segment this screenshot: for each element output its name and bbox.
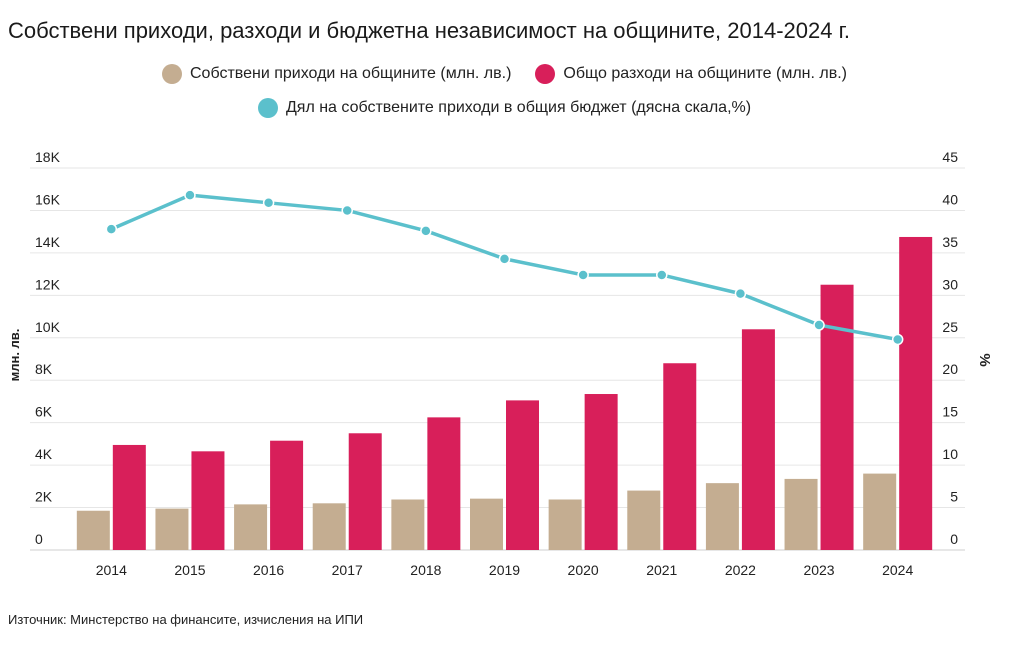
bar-own-revenue <box>548 499 582 550</box>
left-tick-label: 18K <box>35 149 61 165</box>
bar-total-expenditure <box>741 329 775 550</box>
right-tick-label: 5 <box>950 489 958 505</box>
bar-total-expenditure <box>112 444 146 550</box>
bar-own-revenue <box>391 499 425 550</box>
bar-own-revenue <box>155 508 189 550</box>
legend-item-own-revenue[interactable]: Собствени приходи на общините (млн. лв.) <box>162 64 511 84</box>
bar-own-revenue <box>76 510 110 550</box>
left-tick-label: 10K <box>35 319 61 335</box>
share-line <box>110 193 898 342</box>
bar-total-expenditure <box>663 363 697 550</box>
bar-total-expenditure <box>506 400 539 550</box>
x-tick-label: 2021 <box>646 562 677 578</box>
left-tick-label: 16K <box>35 191 61 207</box>
legend-label-own-revenue: Собствени приходи на общините (млн. лв.) <box>190 65 512 82</box>
bar-own-revenue <box>312 503 346 550</box>
bar-own-revenue <box>705 483 739 550</box>
right-tick-label: 10 <box>942 446 958 462</box>
x-tick-label: 2022 <box>725 562 756 578</box>
share-point <box>262 197 275 209</box>
bar-own-revenue <box>470 498 503 550</box>
bar-own-revenue <box>784 478 818 550</box>
left-tick-label: 12K <box>35 276 61 292</box>
share-point <box>891 333 904 346</box>
x-tick-label: 2017 <box>332 562 363 578</box>
right-tick-label: 20 <box>942 361 958 377</box>
x-tick-label: 2014 <box>96 562 127 578</box>
share-point <box>184 189 196 201</box>
share-point <box>656 269 668 281</box>
bar-total-expenditure <box>427 417 461 550</box>
right-tick-label: 40 <box>942 191 958 207</box>
legend-item-share[interactable]: Дял на собствените приходи в общия бюдже… <box>257 98 752 118</box>
legend-swatch-own-revenue <box>162 64 182 84</box>
right-axis-label: % <box>976 353 993 366</box>
share-point <box>577 269 589 281</box>
left-tick-label: 2K <box>35 489 53 505</box>
share-point <box>813 319 825 331</box>
share-point <box>105 223 118 235</box>
legend-label-share: Дял на собствените приходи в общия бюдже… <box>285 99 752 116</box>
x-tick-label: 2015 <box>174 562 205 578</box>
legend-swatch-share <box>257 98 278 118</box>
left-tick-label: 8K <box>35 361 53 377</box>
right-tick-label: 25 <box>942 319 958 335</box>
left-tick-label: 6K <box>35 404 53 420</box>
legend-swatch-total-expenditure <box>535 64 556 84</box>
bars <box>76 236 933 550</box>
right-tick-label: 45 <box>942 149 958 165</box>
chart-canvas: 0 2K 4K 6K 8K 10K 12K 14K 16K 18K 0 5 10 15 20 25 30 35 4… <box>7 149 993 578</box>
x-axis-ticks: 2014 2015 2016 2017 2018 2019 2020 2021 2022 2023… <box>96 562 914 578</box>
source-note: Източник: Минстерство на финансите, изчи… <box>8 612 364 627</box>
x-tick-label: 2020 <box>568 562 599 578</box>
left-tick-label: 0 <box>35 531 43 547</box>
bar-total-expenditure <box>191 451 225 550</box>
legend-second-row: Дял на собствените приходи в общия бюдже… <box>0 98 1009 118</box>
left-tick-label: 14K <box>35 234 61 250</box>
x-tick-label: 2019 <box>489 562 520 578</box>
legend-label-total-expenditure: Общо разходи на общините (млн. лв.) <box>563 65 847 82</box>
bar-own-revenue <box>627 490 661 550</box>
legend-item-total-expenditure[interactable]: Общо разходи на общините (млн. лв.) <box>535 64 847 84</box>
right-tick-label: 35 <box>942 234 958 250</box>
share-point <box>341 204 353 217</box>
bar-own-revenue <box>863 473 897 550</box>
x-tick-label: 2018 <box>410 562 441 578</box>
x-tick-label: 2016 <box>253 562 284 578</box>
bar-own-revenue <box>234 504 268 550</box>
left-axis-ticks: 0 2K 4K 6K 8K 10K 12K 14K 16K 18K <box>35 149 61 547</box>
share-point <box>734 287 747 300</box>
left-tick-label: 4K <box>35 446 53 462</box>
bar-total-expenditure <box>899 236 933 550</box>
legend: Собствени приходи на общините (млн. лв.)… <box>0 64 1009 84</box>
x-tick-label: 2023 <box>803 562 834 578</box>
right-tick-label: 15 <box>942 404 958 420</box>
share-line-group <box>105 189 904 346</box>
left-axis-label: млн. лв. <box>7 329 22 382</box>
share-point <box>420 225 432 237</box>
chart-title: Собствени приходи, разходи и бюджетна не… <box>8 18 851 43</box>
right-tick-label: 30 <box>942 276 958 292</box>
right-axis-ticks: 0 5 10 15 20 25 30 35 40 45 <box>942 149 958 547</box>
share-point <box>498 253 511 265</box>
bar-total-expenditure <box>584 394 618 550</box>
bar-total-expenditure <box>270 440 304 550</box>
right-tick-label: 0 <box>950 531 958 547</box>
bar-total-expenditure <box>348 433 382 550</box>
x-tick-label: 2024 <box>882 562 913 578</box>
